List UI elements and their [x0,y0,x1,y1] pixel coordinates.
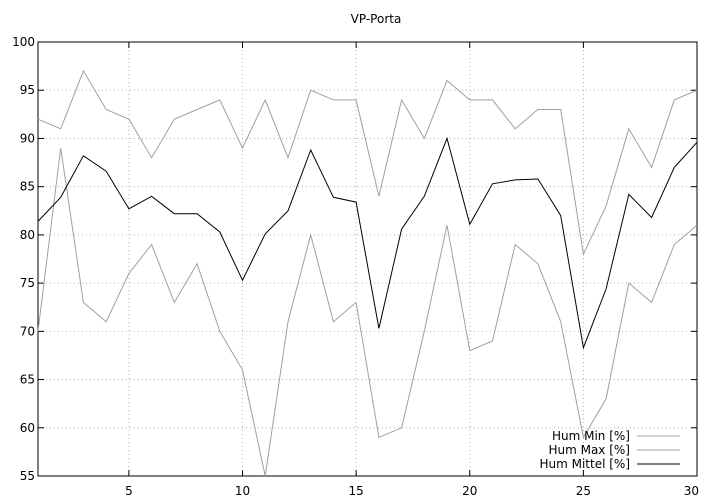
x-tick-label: 10 [235,484,250,498]
legend: Hum Min [%]Hum Max [%]Hum Mittel [%] [539,429,680,471]
series-line-hum-min [37,148,698,477]
legend-label-hum-mittel: Hum Mittel [%] [539,457,630,471]
y-tick-label: 55 [20,469,35,483]
y-tick-label: 60 [20,421,35,435]
x-tick-label: 25 [576,484,591,498]
grid [38,42,697,476]
y-tick-label: 65 [20,373,35,387]
series-line-hum-max [37,69,698,256]
y-tick-label: 95 [20,83,35,97]
y-tick-label: 100 [12,35,35,49]
x-tick-label: 15 [348,484,363,498]
y-tick-label: 85 [20,180,35,194]
x-tick-label: 20 [462,484,477,498]
y-tick-label: 90 [20,131,35,145]
legend-label-hum-max: Hum Max [%] [548,443,630,457]
x-tick-label: 5 [125,484,133,498]
y-tick-label: 75 [20,276,35,290]
plot-frame [37,41,698,477]
legend-label-hum-min: Hum Min [%] [552,429,630,443]
y-tick-label: 70 [20,324,35,338]
x-tick-label: 30 [684,484,699,498]
y-tick-label: 80 [20,228,35,242]
axis-ticks: 55 60 65 70 75 80 85 90 95 100 5 10 15 20 25 30 [12,35,699,498]
series-line-hum-mittel [37,136,698,350]
series-group [37,69,698,477]
chart-title: VP-Porta [351,12,402,26]
